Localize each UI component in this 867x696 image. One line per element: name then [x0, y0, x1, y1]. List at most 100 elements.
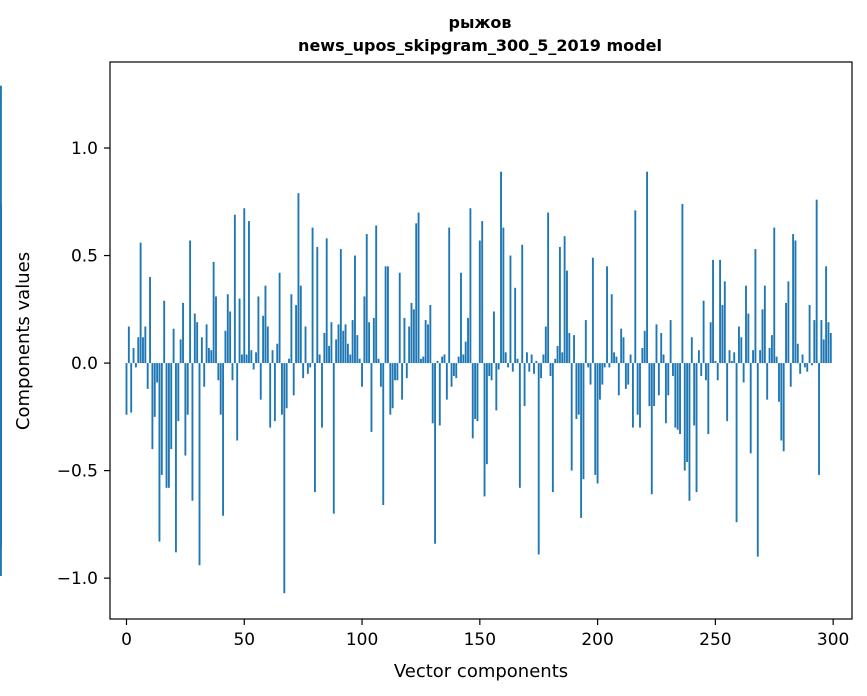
bar-component-40 [219, 363, 222, 415]
bar-component-188 [568, 332, 571, 364]
bar-component-171 [528, 363, 531, 372]
bar-component-280 [785, 302, 787, 364]
bar-component-44 [229, 311, 232, 364]
bar-component-227 [660, 332, 663, 364]
bar-component-228 [662, 354, 665, 364]
bar-component-15 [160, 363, 163, 475]
y-axis-label: Components values [13, 252, 34, 430]
bar-component-294 [818, 363, 820, 475]
bar-component-80 [313, 363, 316, 493]
bar-component-26 [186, 363, 189, 415]
bar-component-222 [648, 363, 651, 407]
bar-component-174 [535, 360, 538, 364]
bar-component-203 [603, 363, 606, 368]
bar-component-209 [617, 363, 620, 396]
bar-component-96 [351, 320, 354, 364]
bar-component-163 [509, 255, 512, 364]
bar-component-242 [695, 363, 698, 493]
bar-component-152 [483, 363, 486, 497]
bar-component-129 [429, 305, 432, 364]
bar-component-270 [761, 309, 764, 364]
bar-component-195 [584, 320, 587, 364]
bar-component-83 [321, 363, 323, 428]
bar-component-106 [375, 225, 378, 364]
bar-component-95 [349, 354, 352, 364]
bar-component-197 [589, 363, 592, 385]
bar-component-184 [558, 246, 561, 364]
bar-component-111 [387, 266, 389, 364]
x-tick-label: 50 [233, 630, 255, 650]
bar-component-112 [389, 363, 392, 415]
bar-component-130 [431, 363, 434, 424]
bar-component-275 [773, 227, 776, 364]
bar-component-168 [521, 244, 524, 364]
bar-component-277 [778, 363, 780, 402]
bar-component-97 [354, 255, 356, 364]
bar-component-220 [643, 330, 646, 364]
bar-component-75 [302, 363, 305, 379]
bar-component-201 [599, 363, 601, 400]
x-tick-label: 200 [581, 630, 613, 650]
bar-component-27 [189, 240, 192, 364]
bar-component-153 [485, 363, 488, 465]
bar-component-118 [403, 317, 406, 364]
bar-component-293 [815, 199, 818, 364]
bar-component-1 [127, 326, 130, 364]
bar-component-251 [716, 363, 719, 381]
bar-component-282 [789, 363, 792, 387]
bar-component-undefined [0, 285, 2, 364]
bar-component-161 [504, 352, 507, 364]
bar-component-31 [198, 363, 201, 566]
bar-component-4 [134, 363, 137, 368]
bar-component-55 [255, 352, 257, 364]
bar-component-18 [167, 363, 170, 488]
bar-component-154 [488, 363, 491, 376]
bar-component-87 [330, 322, 333, 364]
bar-component-234 [676, 363, 679, 430]
bar-component-255 [726, 363, 729, 422]
bar-component-20 [172, 328, 175, 364]
bar-component-133 [438, 363, 441, 426]
y-tick-label: 1.0 [71, 139, 98, 159]
bar-component-71 [292, 363, 295, 396]
bar-component-231 [669, 320, 672, 364]
bar-component-190 [573, 335, 575, 364]
y-tick-label: −0.5 [57, 462, 98, 482]
bar-component-288 [803, 363, 806, 368]
bar-component-284 [794, 240, 797, 364]
bar-component-146 [469, 208, 472, 364]
bar-component-226 [657, 363, 660, 396]
bar-component-216 [634, 210, 637, 364]
bar-component-70 [290, 294, 293, 364]
bar-component-160 [502, 227, 505, 364]
bar-component-22 [177, 363, 180, 422]
bar-component-249 [712, 259, 714, 364]
bar-component-148 [474, 363, 477, 419]
bar-component-72 [295, 305, 298, 364]
bar-component-191 [575, 363, 578, 419]
bar-component-91 [339, 249, 342, 364]
chart-subtitle: news_upos_skipgram_300_5_2019 model [298, 36, 662, 55]
bar-component-149 [476, 363, 479, 422]
bar-component-126 [422, 356, 425, 364]
bar-component-60 [266, 326, 269, 364]
bar-component-94 [346, 343, 349, 364]
bar-component-276 [775, 356, 778, 364]
bar-component-213 [627, 363, 630, 385]
bar-component-86 [328, 345, 330, 364]
bar-component-204 [606, 266, 608, 364]
bar-component-244 [700, 363, 703, 376]
bar-component-205 [608, 363, 611, 368]
bar-component-295 [820, 320, 823, 364]
bar-component-176 [540, 363, 542, 379]
bar-component-273 [768, 348, 771, 364]
bar-component-128 [427, 324, 429, 364]
bar-component-82 [318, 354, 321, 364]
bar-component-50 [243, 208, 246, 364]
bar-component-116 [398, 272, 401, 364]
bar-component-136 [445, 363, 448, 400]
bar-component-77 [306, 363, 309, 374]
bar-component-147 [471, 363, 474, 439]
bar-component-68 [285, 363, 288, 409]
bar-component-223 [650, 363, 653, 495]
